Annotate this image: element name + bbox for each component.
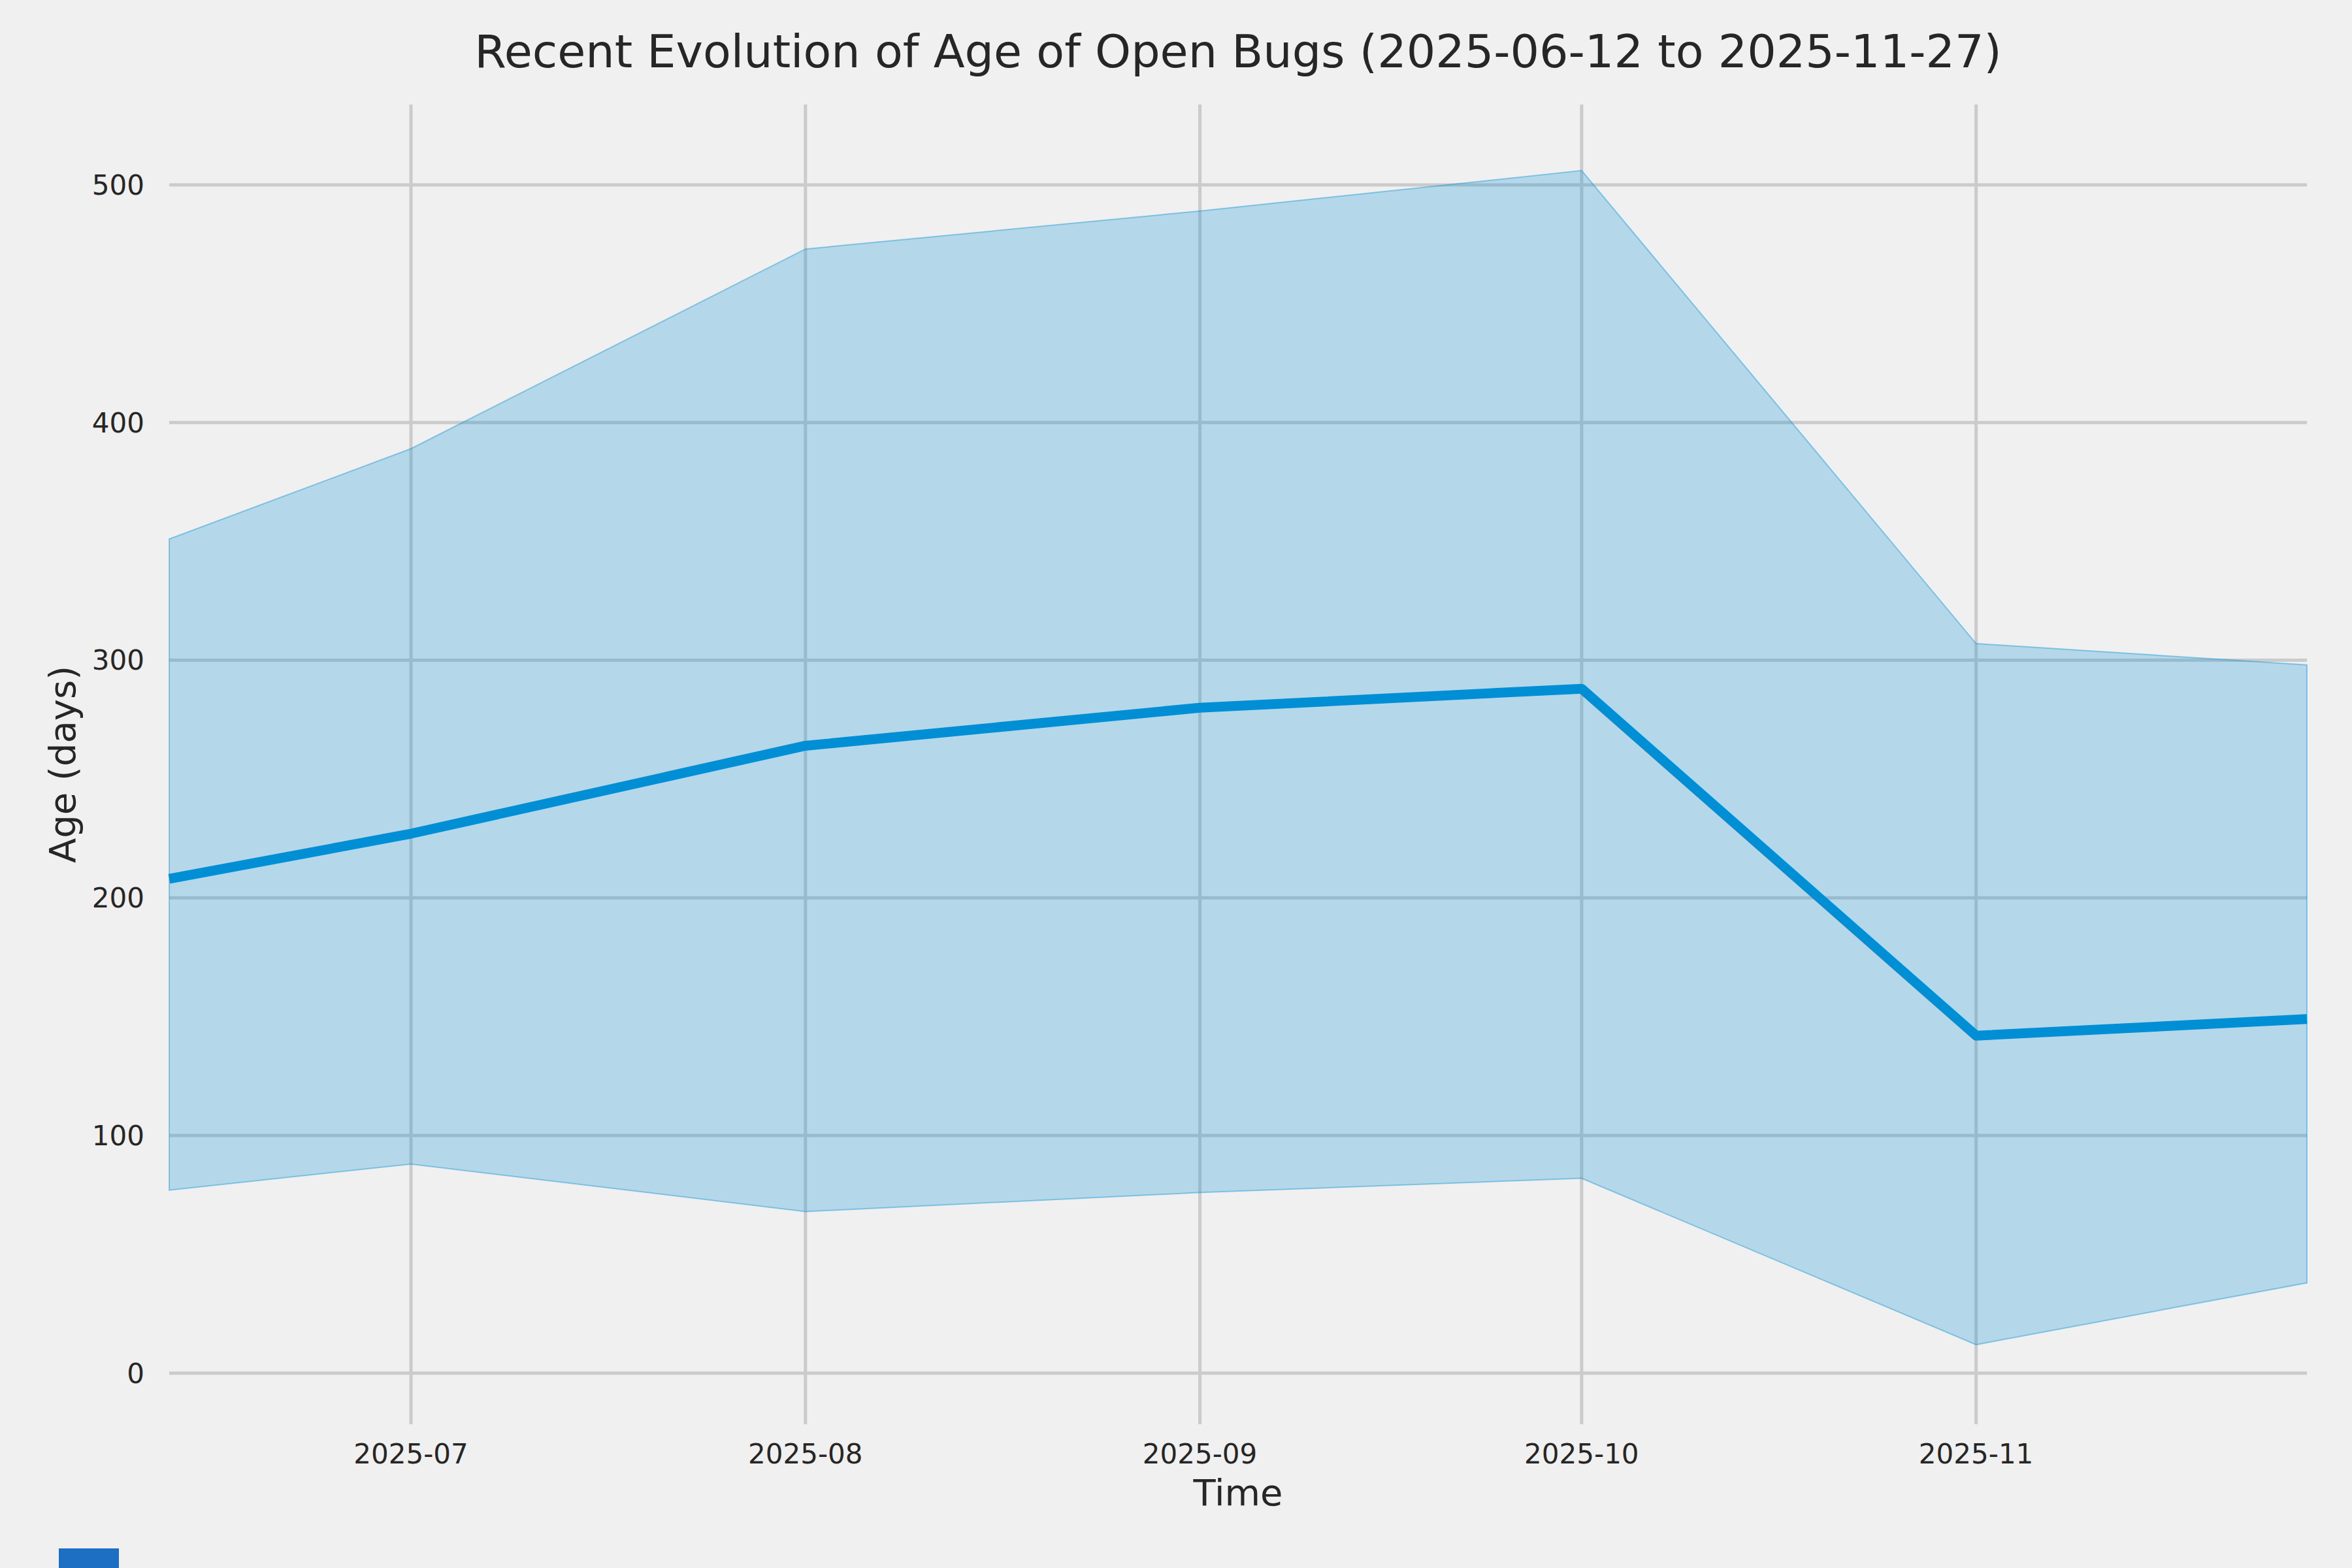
y-tick-label: 400 bbox=[92, 407, 144, 439]
chart-figure: 0 100 200 300 400 500 2025-07 2025-08 2025-09 202… bbox=[0, 0, 2352, 1568]
bottom-left-blue-artifact bbox=[59, 1548, 119, 1568]
x-axis-title: Time bbox=[169, 1471, 2307, 1514]
y-tick-label: 200 bbox=[92, 882, 144, 914]
y-tick-label: 100 bbox=[92, 1120, 144, 1152]
x-tick-label: 2025-09 bbox=[1143, 1438, 1258, 1470]
y-tick-label: 0 bbox=[127, 1358, 144, 1390]
x-tick-label: 2025-11 bbox=[1919, 1438, 2034, 1470]
x-tick-label: 2025-10 bbox=[1524, 1438, 1639, 1470]
chart-title: Recent Evolution of Age of Open Bugs (20… bbox=[169, 25, 2307, 78]
x-tick-label: 2025-07 bbox=[353, 1438, 468, 1470]
y-tick-label: 300 bbox=[92, 644, 144, 676]
plot-area: 0 100 200 300 400 500 2025-07 2025-08 2025-09 202… bbox=[0, 0, 2352, 1568]
x-tick-label: 2025-08 bbox=[748, 1438, 863, 1470]
y-tick-label: 500 bbox=[92, 169, 144, 201]
y-axis-title: Age (days) bbox=[41, 666, 84, 863]
